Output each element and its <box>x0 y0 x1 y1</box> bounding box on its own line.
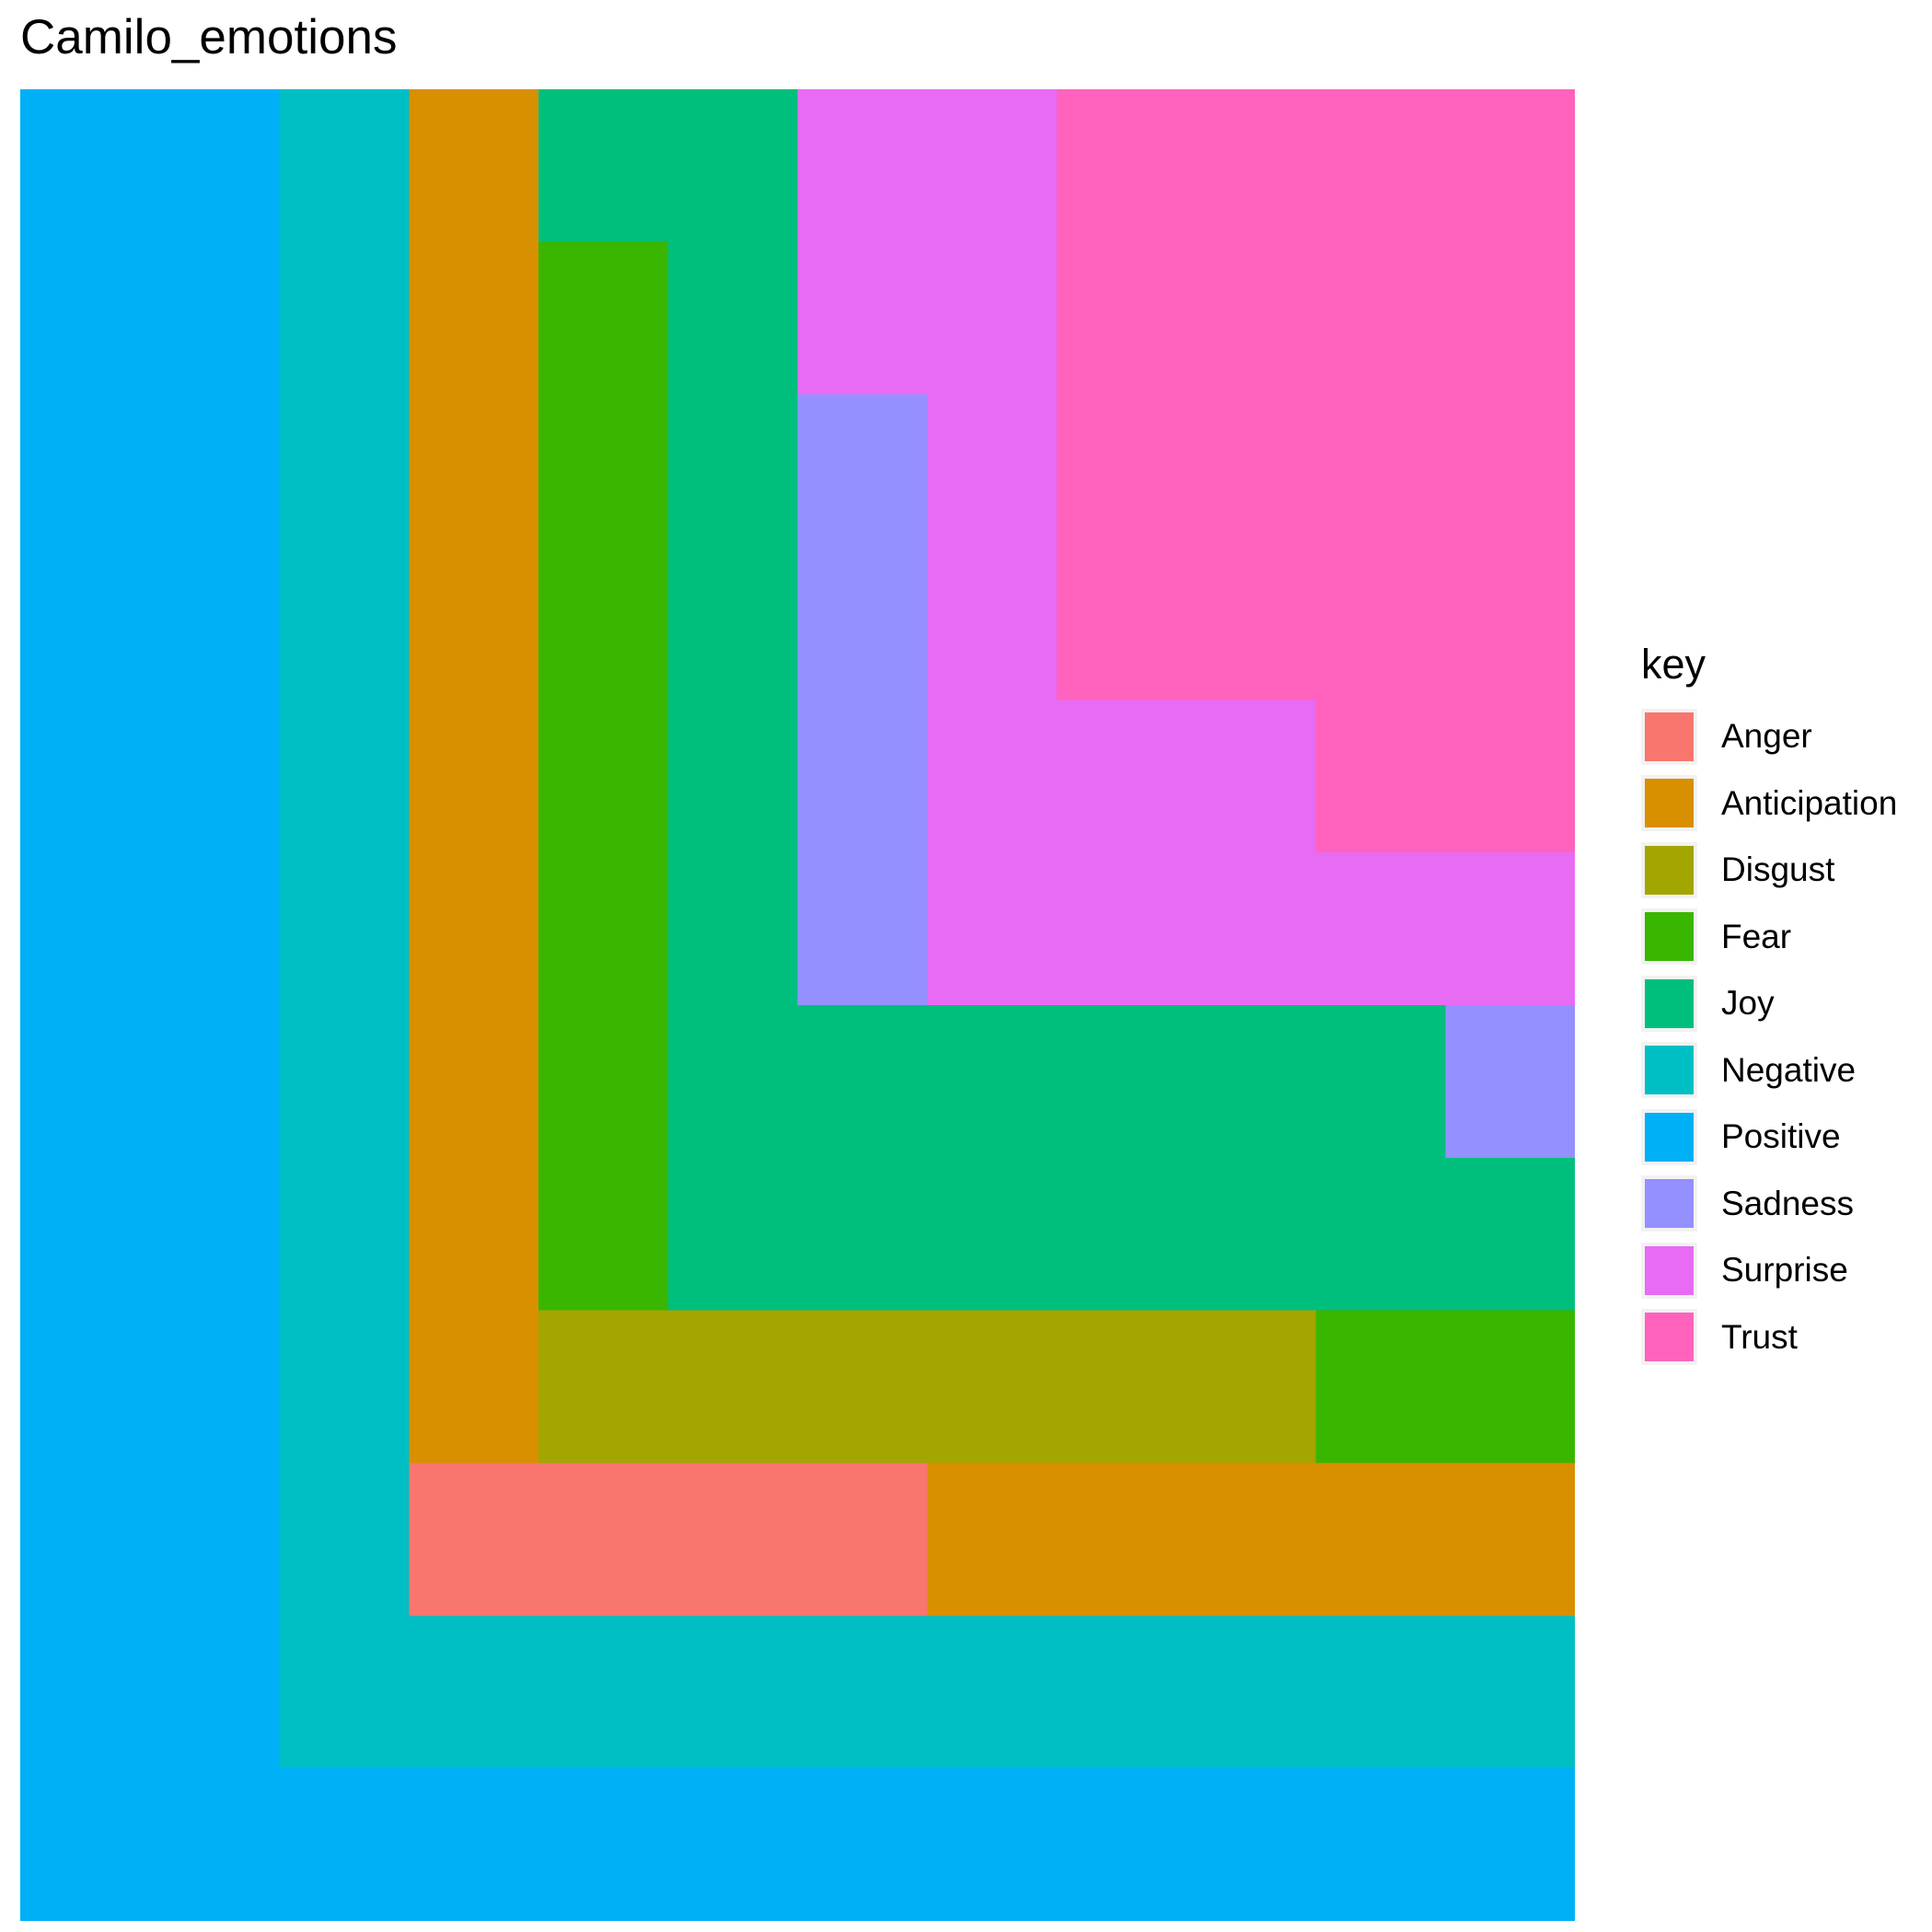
tile-negative-2 <box>279 89 410 1769</box>
tile-joy-9 <box>538 89 798 242</box>
tile-surprise-17 <box>1057 852 1575 1005</box>
legend-item-sadness: Sadness <box>1641 1171 1897 1238</box>
tile-surprise-18 <box>1057 700 1316 853</box>
tile-surprise-14 <box>797 89 1057 395</box>
legend-swatch-positive <box>1641 1108 1697 1165</box>
legend-label: Anticipation <box>1721 783 1898 822</box>
legend-swatch-negative <box>1641 1042 1697 1099</box>
legend-swatch-anticipation <box>1641 775 1697 832</box>
legend-swatch-sadness <box>1641 1175 1697 1232</box>
legend-swatch-surprise <box>1641 1242 1697 1299</box>
tile-trust-19 <box>1315 700 1575 853</box>
tile-anger-5 <box>409 1463 928 1616</box>
legend-item-disgust: Disgust <box>1641 837 1897 904</box>
tile-joy-11 <box>667 241 798 1311</box>
legend-item-fear: Fear <box>1641 904 1897 971</box>
tile-anticipation-6 <box>927 1463 1575 1616</box>
tile-positive-0 <box>20 89 280 1921</box>
legend-swatch-trust <box>1641 1309 1697 1366</box>
tile-fear-10 <box>538 241 668 1311</box>
legend-swatch-fear <box>1641 908 1697 966</box>
legend-label: Fear <box>1721 917 1792 955</box>
tile-sadness-13 <box>1445 1005 1575 1158</box>
legend: key Anger Anticipation Disgust Fear Joy Negat… <box>1641 637 1897 1371</box>
legend-swatch-disgust <box>1641 841 1697 898</box>
tile-negative-3 <box>409 1615 1575 1769</box>
legend-item-anger: Anger <box>1641 703 1897 770</box>
legend-label: Trust <box>1721 1317 1798 1356</box>
tile-fear-8 <box>1315 1310 1575 1463</box>
legend-label: Disgust <box>1721 850 1835 889</box>
legend-item-surprise: Surprise <box>1641 1237 1897 1304</box>
legend-label: Positive <box>1721 1117 1841 1156</box>
legend-label: Negative <box>1721 1050 1857 1089</box>
legend-label: Joy <box>1721 984 1775 1023</box>
legend-label: Surprise <box>1721 1251 1848 1290</box>
legend-item-positive: Positive <box>1641 1104 1897 1171</box>
tile-positive-1 <box>279 1768 1575 1921</box>
chart-title: Camilo_emotions <box>20 10 398 64</box>
tile-disgust-7 <box>538 1310 1316 1463</box>
treemap-plot <box>20 89 1575 1921</box>
legend-items: Anger Anticipation Disgust Fear Joy Negative P… <box>1641 703 1897 1371</box>
tile-surprise-16 <box>927 394 1057 1006</box>
legend-item-negative: Negative <box>1641 1037 1897 1105</box>
legend-title: key <box>1641 641 1706 688</box>
legend-item-trust: Trust <box>1641 1304 1897 1371</box>
legend-swatch-anger <box>1641 708 1697 765</box>
legend-label: Anger <box>1721 717 1812 756</box>
tile-trust-20 <box>1057 89 1575 700</box>
legend-swatch-joy <box>1641 975 1697 1032</box>
tile-sadness-15 <box>797 394 928 1006</box>
legend-item-joy: Joy <box>1641 970 1897 1037</box>
legend-label: Sadness <box>1721 1184 1854 1222</box>
legend-item-anticipation: Anticipation <box>1641 770 1897 838</box>
tile-anticipation-4 <box>409 89 538 1463</box>
